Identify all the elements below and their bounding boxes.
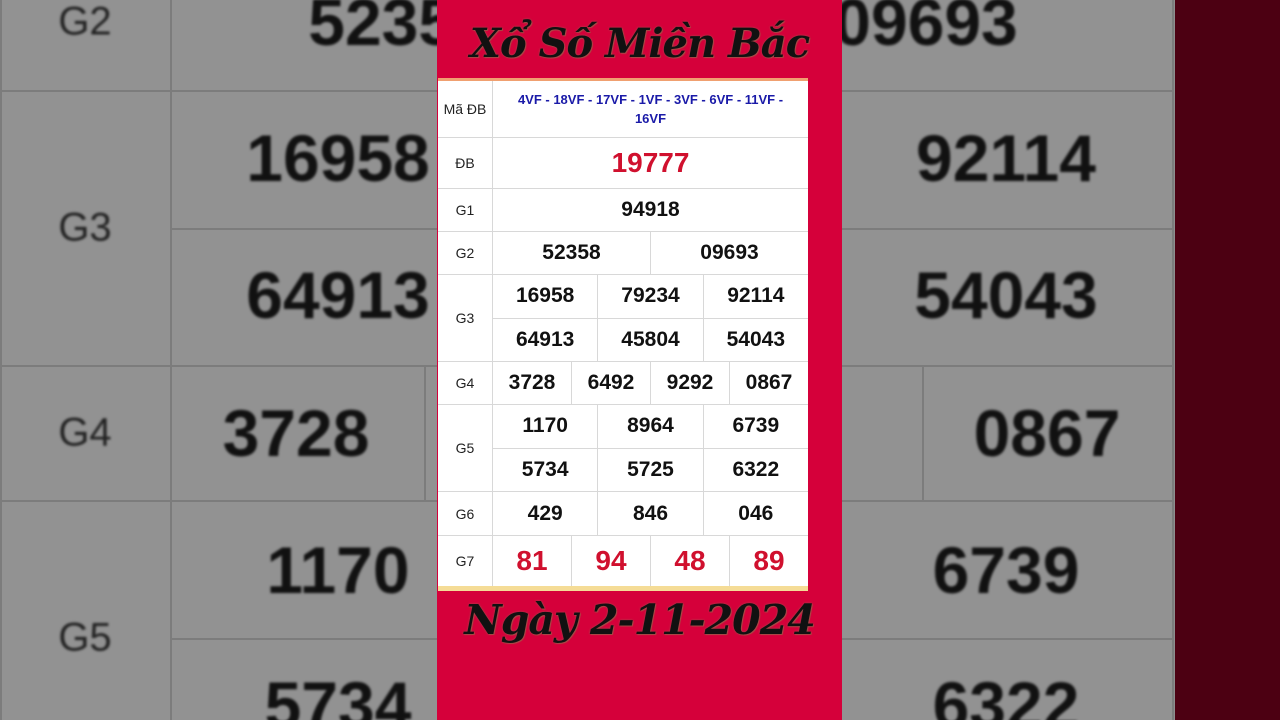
prize-number: 8964	[597, 405, 702, 448]
prize-number: 94918	[621, 198, 680, 221]
prize-number: 94	[571, 536, 650, 586]
prize-number: 6739	[702, 405, 808, 448]
row-ma-db: Mã ĐB 4VF - 18VF - 17VF - 1VF - 3VF - 6V…	[438, 81, 808, 138]
row-label: Mã ĐB	[438, 81, 493, 137]
prize-number: 89	[729, 536, 808, 586]
bg-number: 52358	[308, 0, 437, 59]
prize-number: 79234	[597, 275, 702, 318]
bg-number: 92114	[916, 121, 1096, 195]
bg-label: G2	[58, 0, 112, 44]
prize-number: 64913	[515, 327, 575, 351]
row-label: G5	[438, 405, 493, 491]
row-label: G1	[438, 189, 493, 231]
prize-number: 5734	[521, 457, 569, 481]
prize-number: 6492	[571, 362, 650, 404]
prize-number: 3728	[508, 371, 556, 394]
bg-number: 0867	[973, 396, 1121, 470]
prize-number: 16958	[515, 284, 575, 308]
prize-number: 48	[650, 536, 729, 586]
row-label: G3	[438, 275, 493, 361]
row-g7: G7 81 94 48 89	[438, 536, 808, 586]
row-label: G6	[438, 492, 493, 535]
bg-number: 16958	[246, 121, 430, 195]
bg-number: 6322	[932, 668, 1080, 720]
prize-number: 81	[516, 545, 548, 576]
bg-number: 5734	[264, 668, 412, 720]
bg-number: 3728	[222, 396, 370, 470]
dark-edge	[1175, 0, 1280, 720]
row-g5: G5 1170 8964 6739 5734 5725 6322	[438, 405, 808, 492]
bg-number: 1170	[266, 533, 410, 607]
row-g1: G1 94918	[438, 189, 808, 232]
prize-number: 046	[702, 492, 808, 535]
bg-number: 09693	[842, 0, 1018, 59]
blurred-background-right: 09693 92114 54043 0867 6739 6322	[842, 0, 1175, 720]
row-g4: G4 3728 6492 9292 0867	[438, 362, 808, 405]
prize-number: 5725	[597, 448, 702, 491]
bg-number: 6739	[932, 533, 1080, 607]
prize-number: 429	[527, 501, 563, 525]
bg-number: 64913	[246, 258, 430, 332]
row-label: G7	[438, 536, 493, 586]
row-label: G2	[438, 232, 493, 274]
row-g6: G6 429 846 046	[438, 492, 808, 536]
special-codes: 4VF - 18VF - 17VF - 1VF - 3VF - 6VF - 11…	[517, 92, 784, 126]
row-label: ĐB	[438, 138, 493, 188]
prize-number: 45804	[597, 318, 702, 361]
prize-number: 9292	[650, 362, 729, 404]
prize-number: 0867	[729, 362, 808, 404]
lottery-panel: Xổ Số Miền Bắc Mã ĐB 4VF - 18VF - 17VF -…	[437, 0, 842, 720]
prize-number: 09693	[650, 232, 808, 274]
prize-number: 92114	[702, 275, 808, 318]
special-prize: 19777	[611, 147, 690, 178]
bg-label: G3	[58, 205, 112, 250]
bg-label: G5	[58, 615, 112, 660]
prize-number: 846	[597, 492, 702, 535]
blurred-background-left: G2 52358 G3 16958 64913 G4 3728 G5 1170 …	[0, 0, 437, 720]
row-db: ĐB 19777	[438, 138, 808, 189]
prize-number: 1170	[522, 414, 568, 438]
bg-label: G4	[58, 410, 112, 455]
page-title: Xổ Số Miền Bắc	[469, 20, 810, 67]
prize-number: 6322	[702, 448, 808, 491]
bg-number: 54043	[914, 258, 1098, 332]
prize-number: 52358	[542, 241, 601, 264]
prize-number: 54043	[702, 318, 808, 361]
row-g2: G2 52358 09693	[438, 232, 808, 275]
results-table: Mã ĐB 4VF - 18VF - 17VF - 1VF - 3VF - 6V…	[438, 78, 808, 591]
row-label: G4	[438, 362, 493, 404]
row-g3: G3 16958 79234 92114 64913 45804 54043	[438, 275, 808, 362]
draw-date: Ngày 2-11-2024	[464, 596, 816, 644]
